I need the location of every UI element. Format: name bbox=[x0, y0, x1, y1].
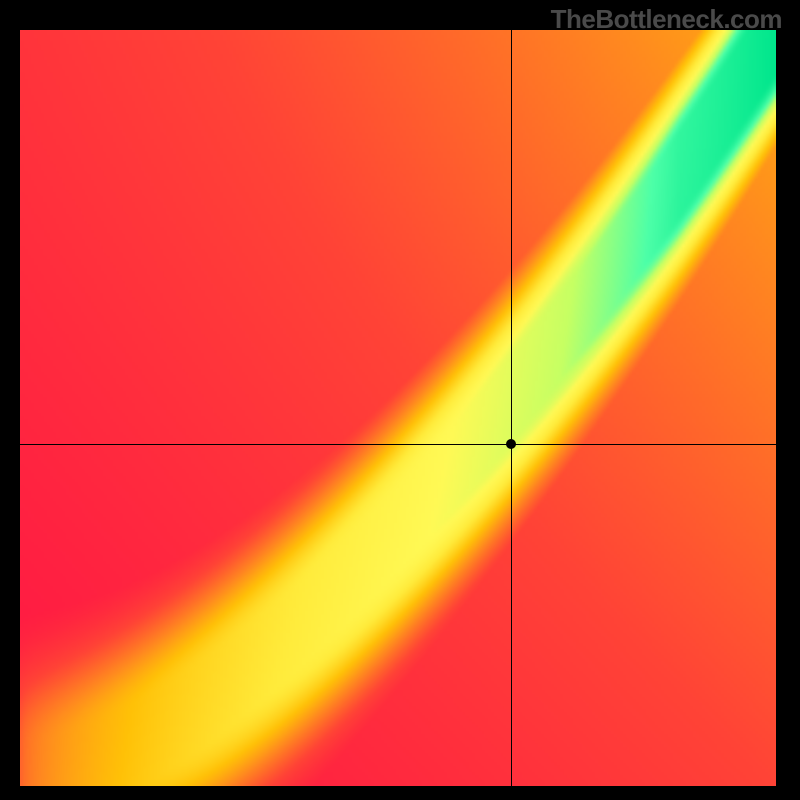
heatmap-canvas bbox=[20, 30, 776, 786]
crosshair-vertical bbox=[511, 30, 512, 786]
chart-container: TheBottleneck.com bbox=[0, 0, 800, 800]
heatmap-plot-area bbox=[20, 30, 776, 786]
crosshair-horizontal bbox=[20, 444, 776, 445]
crosshair-marker bbox=[506, 439, 516, 449]
